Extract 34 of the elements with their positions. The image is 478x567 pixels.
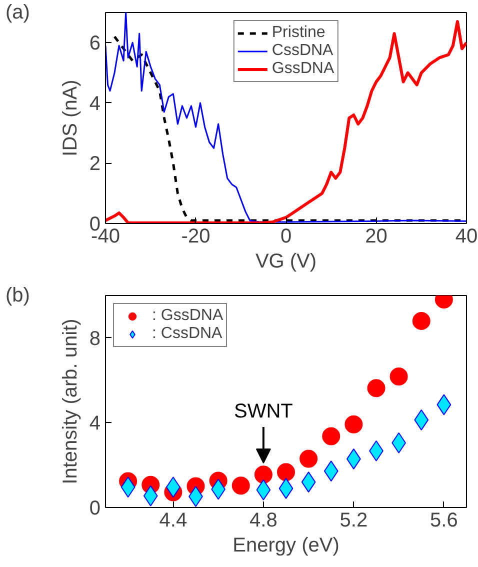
point xyxy=(300,450,318,468)
text: (b) xyxy=(6,284,30,306)
point xyxy=(254,466,272,484)
point xyxy=(232,476,250,495)
legend-label: CssDNA xyxy=(272,42,334,60)
x-axis-title: VG (V) xyxy=(255,250,317,272)
x-tick-label: 4.4 xyxy=(159,510,188,532)
y-tick-label: 8 xyxy=(89,328,100,350)
x-tick-label: 0 xyxy=(280,226,292,248)
legend-label: : GssDNA xyxy=(152,307,224,325)
x-tick-label: -20 xyxy=(181,226,210,248)
point xyxy=(322,427,340,446)
x-tick-label: 20 xyxy=(365,226,388,248)
y-axis-title: Intensity (arb. unit) xyxy=(59,318,82,484)
point xyxy=(412,312,430,330)
legend-label: Pristine xyxy=(272,24,326,42)
legend-label: : CssDNA xyxy=(152,325,222,343)
x-tick-label: 5.2 xyxy=(340,510,368,532)
annotation: SWNT xyxy=(234,400,293,423)
point xyxy=(344,415,363,434)
x-axis-title: Energy (eV) xyxy=(232,534,340,556)
x-tick-label: 4.8 xyxy=(250,510,278,532)
x-tick-label: 5.6 xyxy=(430,510,458,532)
x-tick-label: 40 xyxy=(455,226,478,248)
y-tick-label: 4 xyxy=(89,412,100,435)
text: (a) xyxy=(6,2,30,24)
point xyxy=(390,368,408,386)
y-axis-title: IDS (nA) xyxy=(59,80,82,156)
y-tick-label: 4 xyxy=(89,92,100,115)
point xyxy=(367,379,386,398)
y-tick-label: 6 xyxy=(89,32,100,55)
point xyxy=(277,463,295,482)
y-tick-label: 2 xyxy=(89,153,100,176)
legend-label: GssDNA xyxy=(272,60,334,78)
